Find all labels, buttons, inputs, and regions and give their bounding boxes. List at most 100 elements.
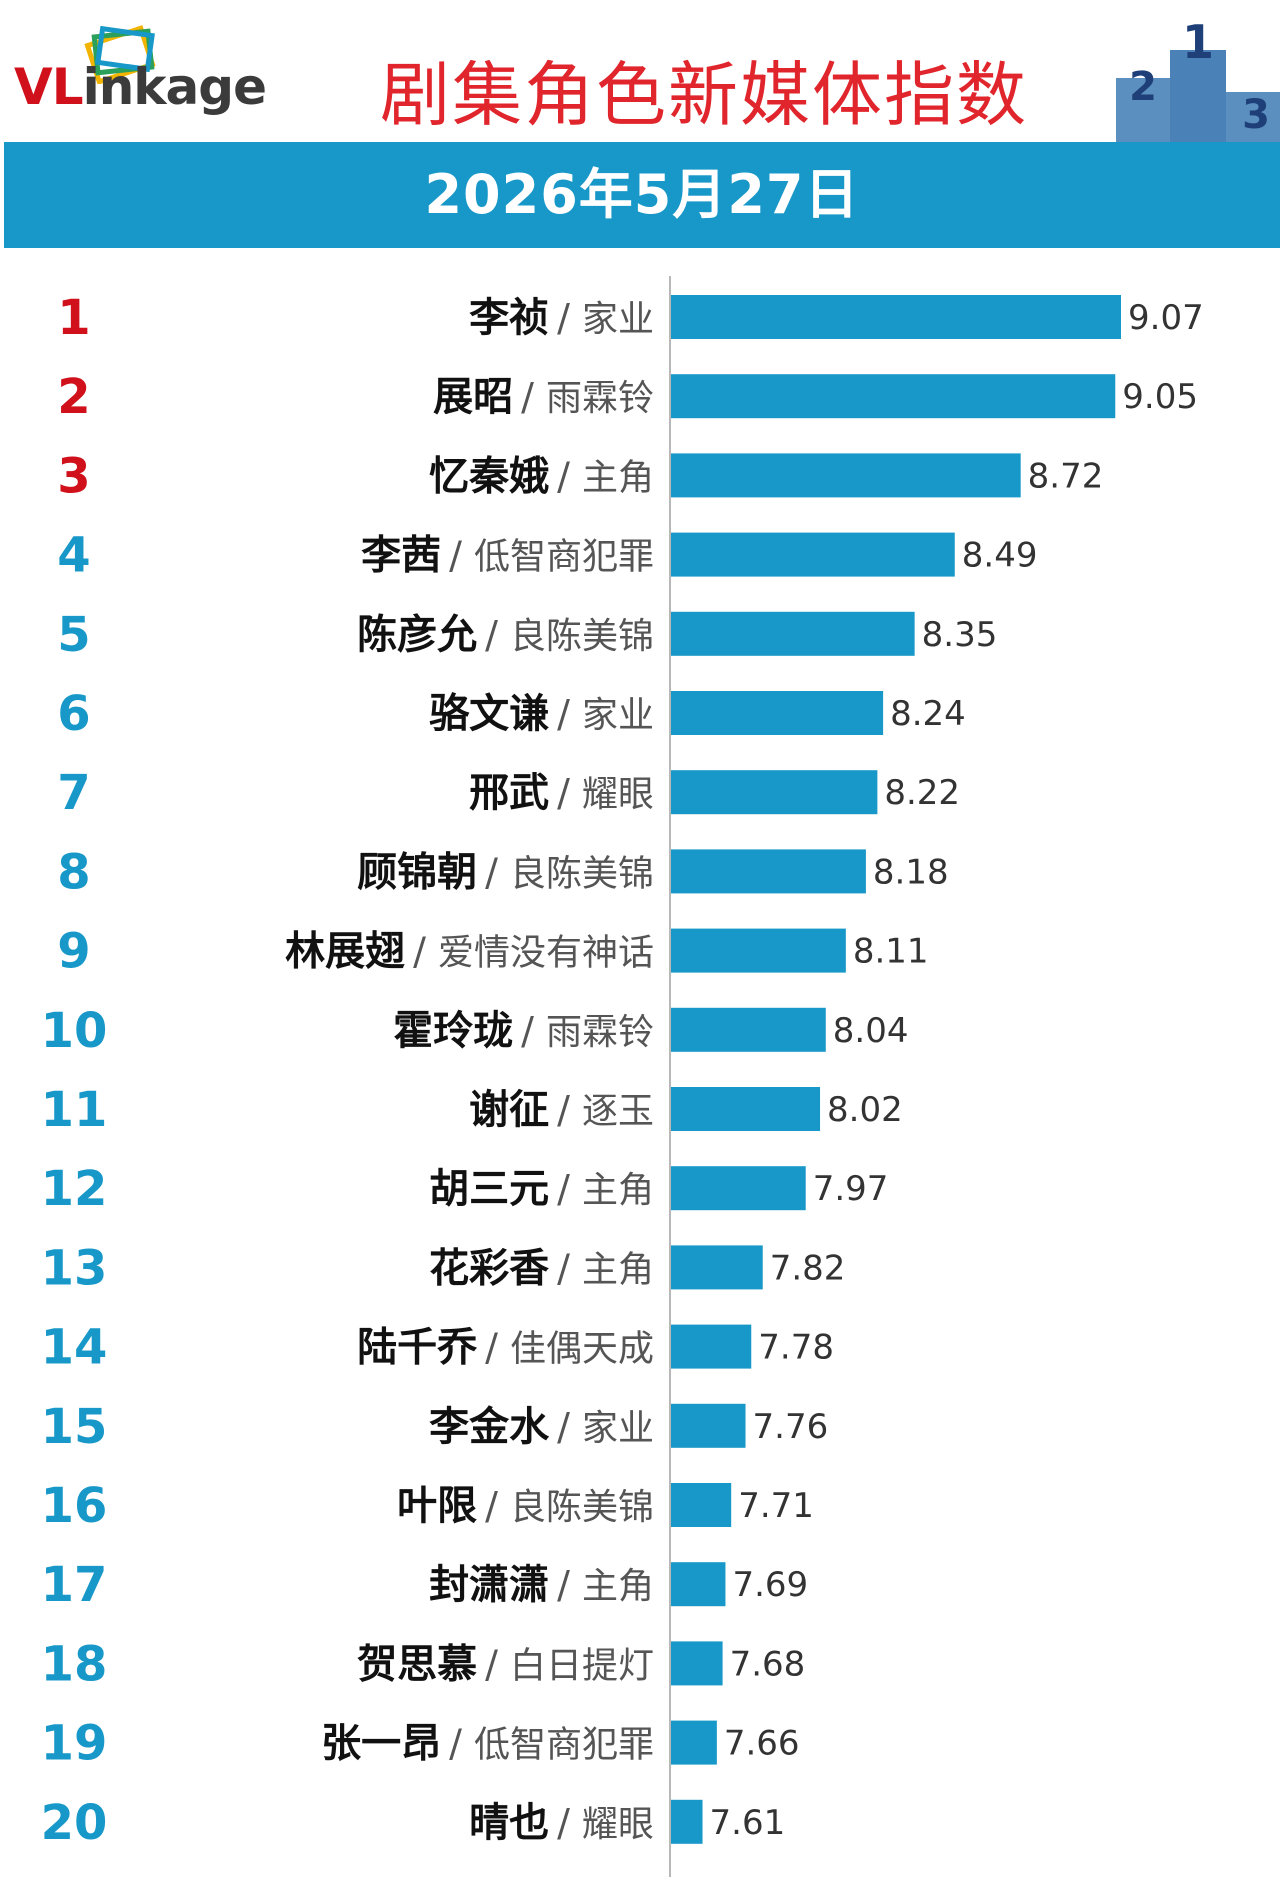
page-title: 剧集角色新媒体指数 xyxy=(380,54,1028,136)
show-name: 良陈美锦 xyxy=(510,853,654,894)
rank-number: 6 xyxy=(57,686,90,742)
rank-number: 17 xyxy=(41,1557,108,1613)
bar xyxy=(671,770,878,815)
label-separator: / xyxy=(557,1405,582,1449)
row-label: 李祯 / 家业 xyxy=(469,295,654,341)
show-name: 耀眼 xyxy=(582,1804,654,1845)
character-name: 骆文谦 xyxy=(429,691,549,737)
rank-number: 19 xyxy=(41,1716,108,1772)
row-label: 封潇潇 / 主角 xyxy=(429,1562,654,1608)
value-label: 8.22 xyxy=(884,773,960,813)
value-label: 7.69 xyxy=(732,1565,808,1605)
value-label: 7.78 xyxy=(758,1328,834,1368)
show-name: 逐玉 xyxy=(582,1091,654,1132)
rank-number: 18 xyxy=(41,1636,108,1692)
value-label: 8.11 xyxy=(853,932,929,972)
row-label: 晴也 / 耀眼 xyxy=(469,1800,654,1846)
label-separator: / xyxy=(557,1167,582,1211)
label-separator: / xyxy=(449,1722,474,1766)
svg-text:1: 1 xyxy=(1182,22,1214,69)
row-label: 陈彦允 / 良陈美锦 xyxy=(357,612,654,658)
value-label: 9.07 xyxy=(1128,298,1204,338)
row-label: 张一昂 / 低智商犯罪 xyxy=(321,1721,654,1767)
label-separator: / xyxy=(521,375,546,419)
show-name: 低智商犯罪 xyxy=(474,537,654,578)
show-name: 主角 xyxy=(582,457,654,498)
rank-number: 15 xyxy=(41,1399,108,1455)
bar xyxy=(671,611,915,656)
show-name: 雨霖铃 xyxy=(546,378,654,419)
bar xyxy=(671,691,884,735)
row-label: 展昭 / 雨霖铃 xyxy=(433,374,654,420)
character-name: 顾锦朝 xyxy=(357,849,477,895)
label-separator: / xyxy=(557,1088,582,1132)
rank-number: 1 xyxy=(57,290,90,346)
label-separator: / xyxy=(557,692,582,736)
bar xyxy=(671,295,1121,339)
label-separator: / xyxy=(521,1009,546,1053)
vlinkage-logo: VLinkage xyxy=(14,25,284,120)
value-label: 7.76 xyxy=(753,1407,829,1447)
bar xyxy=(671,1641,723,1686)
label-separator: / xyxy=(557,771,582,815)
rank-number: 20 xyxy=(41,1795,108,1851)
bar xyxy=(671,1403,746,1448)
row-label: 顾锦朝 / 良陈美锦 xyxy=(357,849,654,895)
value-label: 8.35 xyxy=(922,615,998,655)
character-name: 邢武 xyxy=(469,770,549,816)
row-label: 忆秦娥 / 主角 xyxy=(429,453,654,499)
character-name: 李茜 xyxy=(361,533,441,579)
row-label: 骆文谦 / 家业 xyxy=(429,691,654,737)
show-name: 雨霖铃 xyxy=(546,1012,654,1053)
value-label: 8.49 xyxy=(962,536,1038,576)
logo-text: VLinkage xyxy=(14,62,267,112)
show-name: 耀眼 xyxy=(582,774,654,815)
rank-number: 4 xyxy=(57,528,90,584)
bar xyxy=(671,1720,717,1765)
logo-text-vl: VL xyxy=(14,58,84,116)
header: VLinkage 剧集角色新媒体指数 2 1 3 xyxy=(0,0,1280,142)
show-name: 主角 xyxy=(582,1170,654,1211)
label-separator: / xyxy=(413,930,438,974)
rank-number: 13 xyxy=(41,1240,108,1296)
character-name: 封潇潇 xyxy=(429,1562,549,1608)
row-label: 霍玲珑 / 雨霖铃 xyxy=(393,1008,654,1054)
bar xyxy=(671,1245,763,1290)
show-name: 佳偶天成 xyxy=(510,1329,654,1370)
value-label: 7.61 xyxy=(710,1803,786,1843)
bar xyxy=(671,453,1021,498)
character-name: 忆秦娥 xyxy=(429,453,549,499)
show-name: 良陈美锦 xyxy=(510,616,654,657)
character-name: 叶限 xyxy=(397,1483,477,1529)
ranking-bar-chart: 1 李祯 / 家业 9.072 展昭 / 雨霖铃 9.053 忆秦娥 / 主角 8.724 李茜 / … xyxy=(41,276,1204,1877)
row-label: 谢征 / 逐玉 xyxy=(469,1087,654,1133)
rank-number: 10 xyxy=(41,1003,108,1059)
value-label: 8.18 xyxy=(873,852,949,892)
character-name: 胡三元 xyxy=(429,1166,549,1212)
value-label: 7.97 xyxy=(813,1169,889,1209)
row-label: 胡三元 / 主角 xyxy=(429,1166,654,1212)
rank-number: 9 xyxy=(57,924,90,980)
value-label: 7.68 xyxy=(730,1644,806,1684)
character-name: 晴也 xyxy=(469,1800,549,1846)
rank-number: 7 xyxy=(57,765,90,821)
label-separator: / xyxy=(557,454,582,498)
rank-number: 14 xyxy=(41,1320,108,1376)
label-separator: / xyxy=(557,1801,582,1845)
character-name: 贺思慕 xyxy=(357,1641,477,1687)
bar xyxy=(671,849,866,894)
label-separator: / xyxy=(557,296,582,340)
character-name: 谢征 xyxy=(469,1087,549,1133)
show-name: 爱情没有神话 xyxy=(438,933,654,974)
rank-number: 11 xyxy=(41,1082,108,1138)
row-label: 贺思慕 / 白日提灯 xyxy=(357,1641,654,1687)
label-separator: / xyxy=(485,613,510,657)
show-name: 家业 xyxy=(582,299,654,340)
show-name: 家业 xyxy=(582,695,654,736)
podium-icon: 2 1 3 xyxy=(1116,22,1280,142)
label-separator: / xyxy=(485,1484,510,1528)
row-label: 陆千乔 / 佳偶天成 xyxy=(357,1325,654,1371)
value-label: 9.05 xyxy=(1122,377,1198,417)
value-label: 7.66 xyxy=(724,1724,800,1764)
character-name: 霍玲珑 xyxy=(393,1008,513,1054)
